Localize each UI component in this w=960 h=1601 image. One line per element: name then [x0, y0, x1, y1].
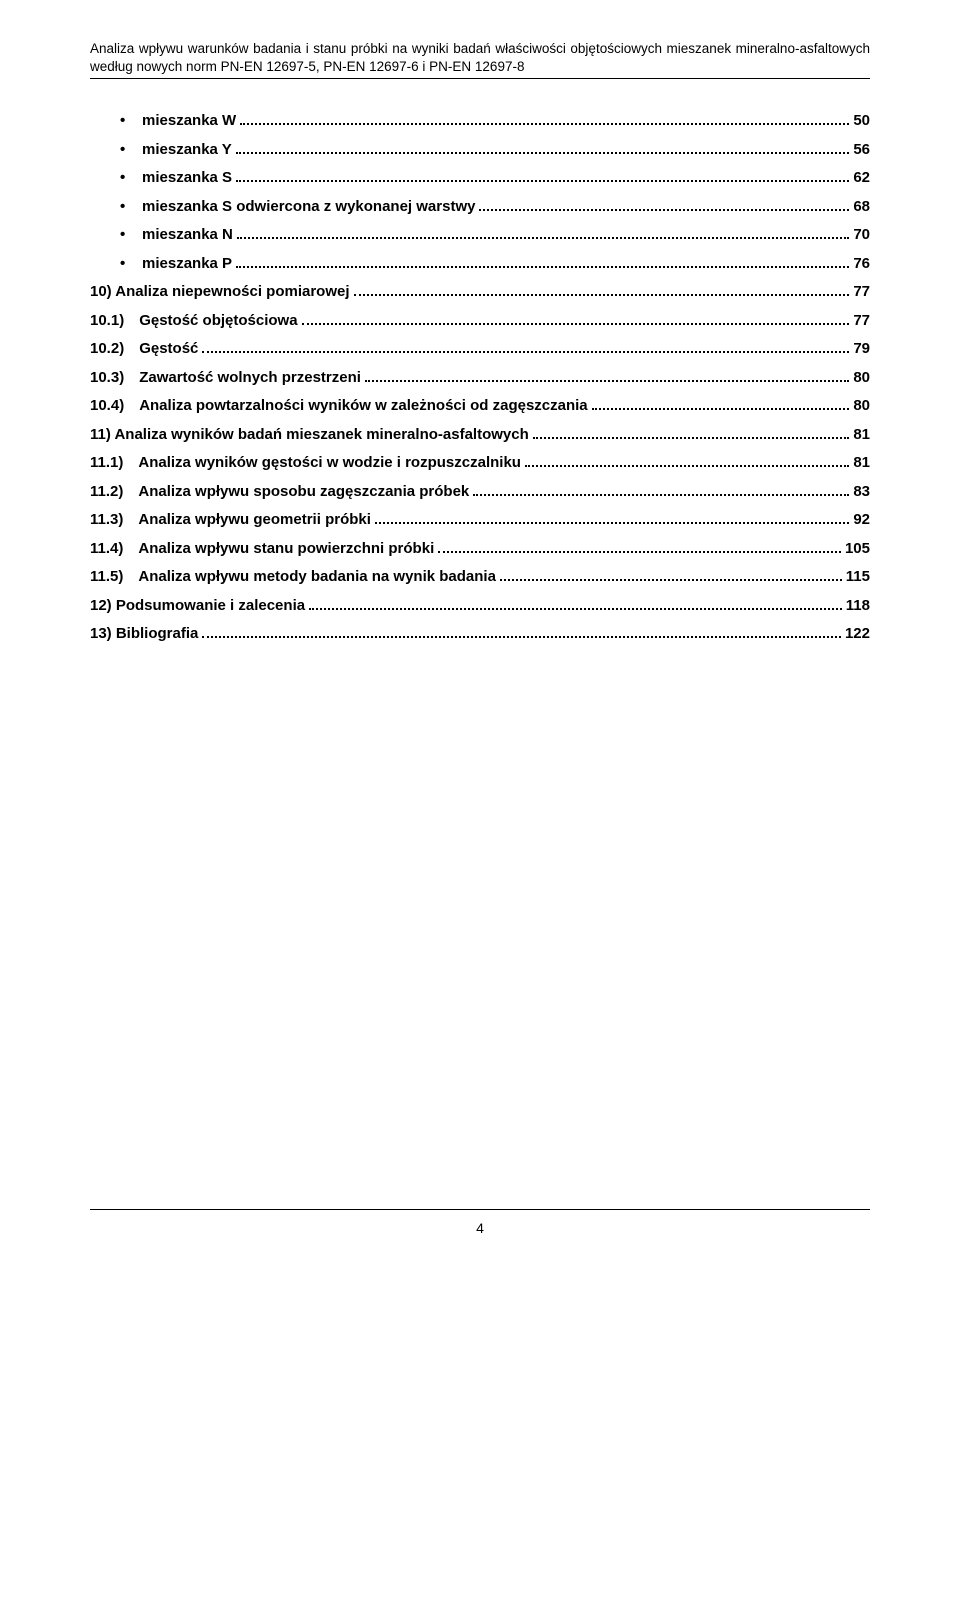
- toc-label: mieszanka W: [142, 107, 236, 136]
- toc-leader: [375, 511, 849, 525]
- toc-page: 76: [853, 250, 870, 279]
- toc-row: 11.4) Analiza wpływu stanu powierzchni p…: [90, 535, 870, 564]
- toc-page: 81: [853, 449, 870, 478]
- toc-row: 10.3) Zawartość wolnych przestrzeni 80: [90, 364, 870, 393]
- page-number: 4: [90, 1220, 870, 1236]
- toc-row: 13) Bibliografia 122: [90, 620, 870, 649]
- toc-label: 12) Podsumowanie i zalecenia: [90, 592, 305, 621]
- toc-row: 11.3) Analiza wpływu geometrii próbki 92: [90, 506, 870, 535]
- toc-label: 11.1) Analiza wyników gęstości w wodzie …: [90, 449, 521, 478]
- header-divider: [90, 78, 870, 79]
- toc-row: 10.2) Gęstość 79: [90, 335, 870, 364]
- toc-row: 10.1) Gęstość objętościowa 77: [90, 307, 870, 336]
- toc-leader: [237, 226, 849, 240]
- toc-label: mieszanka P: [142, 250, 232, 279]
- toc-page: 77: [853, 278, 870, 307]
- toc-label: 10.1) Gęstość objętościowa: [90, 307, 298, 336]
- toc-page: 83: [853, 478, 870, 507]
- toc-row: •mieszanka S odwiercona z wykonanej wars…: [90, 193, 870, 222]
- toc-row: •mieszanka S 62: [90, 164, 870, 193]
- toc-page: 115: [846, 563, 870, 592]
- toc-row: •mieszanka W 50: [90, 107, 870, 136]
- toc-page: 79: [853, 335, 870, 364]
- toc-label: 11.3) Analiza wpływu geometrii próbki: [90, 506, 371, 535]
- toc-page: 70: [853, 221, 870, 250]
- toc-leader: [309, 596, 842, 610]
- toc-leader: [533, 425, 850, 439]
- bullet-icon: •: [120, 250, 142, 279]
- toc-page: 92: [853, 506, 870, 535]
- toc-row: 11.5) Analiza wpływu metody badania na w…: [90, 563, 870, 592]
- toc-leader: [240, 112, 849, 126]
- header-line-1: Analiza wpływu warunków badania i stanu …: [90, 41, 731, 56]
- toc-leader: [236, 169, 849, 183]
- toc-leader: [202, 625, 841, 639]
- toc-page: 50: [853, 107, 870, 136]
- toc-label: 11.4) Analiza wpływu stanu powierzchni p…: [90, 535, 434, 564]
- toc-page: 68: [853, 193, 870, 222]
- toc-page: 118: [846, 592, 870, 621]
- toc-leader: [473, 482, 849, 496]
- toc-page: 122: [845, 620, 870, 649]
- toc-leader: [236, 254, 849, 268]
- toc-leader: [354, 283, 850, 297]
- toc-leader: [302, 311, 850, 325]
- toc-leader: [202, 340, 849, 354]
- toc-label: 10) Analiza niepewności pomiarowej: [90, 278, 350, 307]
- toc-label: mieszanka N: [142, 221, 233, 250]
- table-of-contents: •mieszanka W 50•mieszanka Y 56•mieszanka…: [90, 107, 870, 649]
- toc-label: 10.4) Analiza powtarzalności wyników w z…: [90, 392, 588, 421]
- bullet-icon: •: [120, 136, 142, 165]
- toc-leader: [592, 397, 850, 411]
- toc-label: 11.5) Analiza wpływu metody badania na w…: [90, 563, 496, 592]
- document-header: Analiza wpływu warunków badania i stanu …: [90, 40, 870, 76]
- toc-page: 62: [853, 164, 870, 193]
- toc-leader: [525, 454, 849, 468]
- toc-row: 10.4) Analiza powtarzalności wyników w z…: [90, 392, 870, 421]
- toc-row: •mieszanka Y 56: [90, 136, 870, 165]
- toc-row: 11.2) Analiza wpływu sposobu zagęszczani…: [90, 478, 870, 507]
- bullet-icon: •: [120, 193, 142, 222]
- toc-page: 80: [853, 364, 870, 393]
- toc-page: 56: [853, 136, 870, 165]
- bullet-icon: •: [120, 107, 142, 136]
- bullet-icon: •: [120, 221, 142, 250]
- toc-row: 12) Podsumowanie i zalecenia 118: [90, 592, 870, 621]
- toc-row: •mieszanka N 70: [90, 221, 870, 250]
- toc-label: mieszanka Y: [142, 136, 232, 165]
- toc-page: 77: [853, 307, 870, 336]
- toc-leader: [479, 197, 849, 211]
- toc-label: 11) Analiza wyników badań mieszanek mine…: [90, 421, 529, 450]
- bullet-icon: •: [120, 164, 142, 193]
- toc-leader: [365, 368, 849, 382]
- toc-page: 80: [853, 392, 870, 421]
- toc-label: mieszanka S odwiercona z wykonanej warst…: [142, 193, 475, 222]
- toc-row: •mieszanka P 76: [90, 250, 870, 279]
- toc-page: 81: [853, 421, 870, 450]
- toc-row: 11) Analiza wyników badań mieszanek mine…: [90, 421, 870, 450]
- toc-leader: [438, 539, 841, 553]
- toc-label: 10.3) Zawartość wolnych przestrzeni: [90, 364, 361, 393]
- footer-divider: [90, 1209, 870, 1210]
- toc-page: 105: [845, 535, 870, 564]
- toc-leader: [236, 140, 850, 154]
- toc-leader: [500, 568, 842, 582]
- toc-label: 11.2) Analiza wpływu sposobu zagęszczani…: [90, 478, 469, 507]
- toc-label: mieszanka S: [142, 164, 232, 193]
- toc-label: 13) Bibliografia: [90, 620, 198, 649]
- toc-label: 10.2) Gęstość: [90, 335, 198, 364]
- toc-row: 11.1) Analiza wyników gęstości w wodzie …: [90, 449, 870, 478]
- toc-row: 10) Analiza niepewności pomiarowej 77: [90, 278, 870, 307]
